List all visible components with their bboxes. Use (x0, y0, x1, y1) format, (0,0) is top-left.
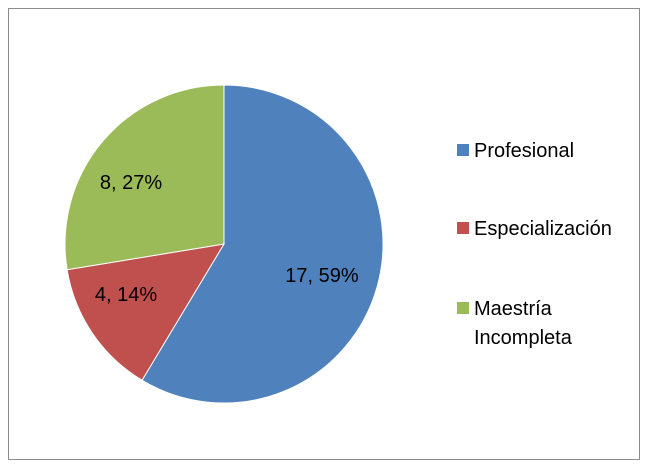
pie-slice-2 (66, 243, 225, 381)
pie-slice-3 (64, 84, 225, 271)
data-label-1: 17, 59% (285, 265, 359, 287)
data-label-3: 8, 27% (100, 172, 162, 194)
legend-item-3: Maestría Incompleta (457, 298, 573, 349)
legend-item-2: Especialización (457, 218, 612, 240)
legend-label-3-line-2: Incompleta (474, 327, 573, 349)
pie-slice-1 (141, 84, 384, 404)
legend-label-1-line-1: Profesional (474, 140, 574, 162)
legend-swatch-2 (457, 222, 469, 234)
legend-swatch-1 (457, 144, 469, 156)
legend-label-3-line-1: Maestría (474, 298, 553, 320)
data-label-2: 4, 14% (95, 284, 157, 306)
legend-swatch-3 (457, 302, 469, 314)
legend-label-2-line-1: Especialización (474, 218, 612, 240)
legend-item-1: Profesional (457, 140, 574, 162)
